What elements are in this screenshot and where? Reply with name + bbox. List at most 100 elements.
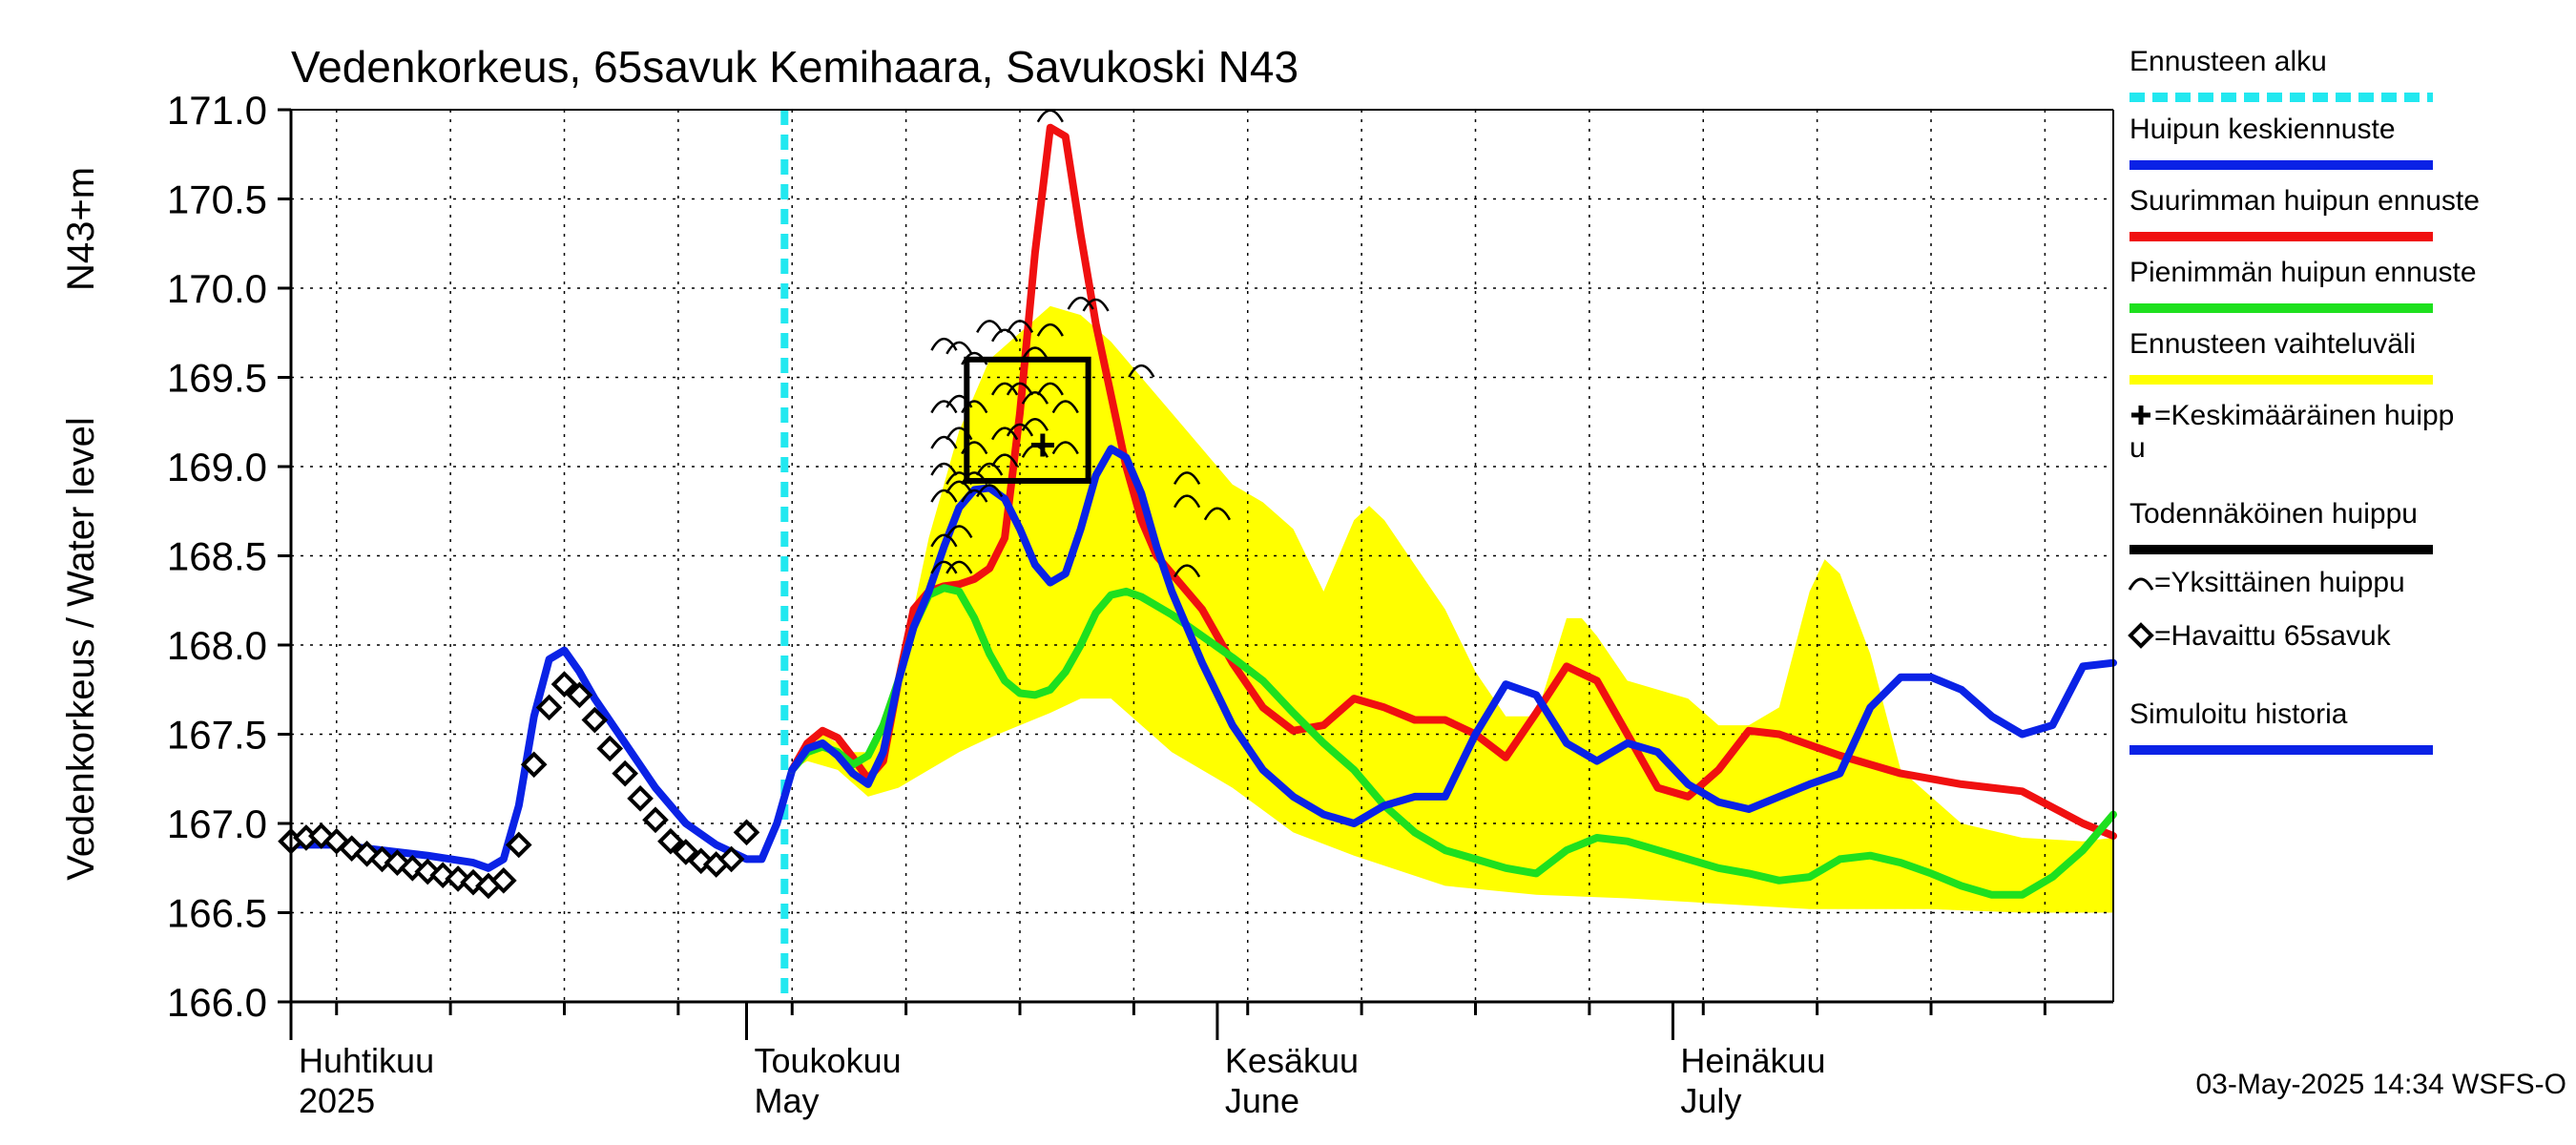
legend-entry-min_peak: Pienimmän huipun ennuste [2129, 257, 2477, 313]
observed-point [490, 867, 517, 894]
single-peak-marker [1036, 382, 1064, 396]
single-peak-marker [961, 400, 988, 414]
legend-entry-mean_peak: Huipun keskiennuste [2129, 114, 2433, 170]
legend: Ennusteen alku Huipun keskiennuste Suurimm… [2128, 46, 2480, 755]
legend-entry-likely_peak: Todennäköinen huippu [2129, 498, 2433, 554]
single-peak-marker [1021, 418, 1049, 431]
y-tick-label: 166.0 [167, 980, 267, 1025]
single-peak-marker [945, 471, 973, 485]
legend-label: Todennäköinen huippu [2129, 498, 2418, 530]
single-peak-marker [930, 489, 958, 503]
single-peak-marker [976, 320, 1004, 334]
single-peak-marker [1203, 507, 1232, 521]
single-peak-marker [945, 341, 973, 355]
single-peak-marker [945, 525, 973, 539]
observed-point [673, 839, 699, 865]
single-peak-marker [1128, 364, 1155, 378]
chart-text: Vedenkorkeus, 65savuk Kemihaara, Savukos… [60, 42, 2566, 1120]
observed-point [733, 819, 760, 846]
x-month-label-fi: Heinäkuu [1680, 1041, 1825, 1080]
legend-label: Simuloitu historia [2129, 698, 2348, 730]
observed-point [596, 735, 624, 762]
single-peak-marker [930, 533, 958, 548]
observed-point [535, 694, 563, 721]
likely-peak-box [964, 356, 1091, 484]
legend-arc-icon [2128, 577, 2154, 591]
chart-title: Vedenkorkeus, 65savuk Kemihaara, Savukos… [291, 42, 1298, 92]
legend-entry-mean_peak_marker: =Keskimääräinen huipp u [2129, 400, 2454, 464]
series-line-mean_peak [788, 445, 2117, 827]
range-band-area [792, 305, 2113, 913]
observed-point [429, 862, 456, 889]
single-peak-marker [1173, 494, 1201, 509]
single-peak-marker [961, 489, 988, 503]
legend-entry-observed: =Havaittu 65savuk [2128, 620, 2392, 652]
legend-label: =Keskimääräinen huipp [2154, 400, 2454, 431]
observed-point [581, 706, 609, 734]
single-peak-marker [1173, 564, 1201, 578]
legend-label: Huipun keskiennuste [2129, 114, 2396, 145]
y-axis-unit-label: N43+m [60, 167, 102, 291]
single-peak-marker [961, 471, 988, 485]
observed-point [505, 831, 532, 859]
x-month-label-en: July [1680, 1081, 1741, 1120]
forecast-range-band [792, 305, 2113, 913]
legend-entry-single_peak: =Yksittäinen huippu [2128, 567, 2405, 598]
legend-label: =Havaittu 65savuk [2154, 620, 2392, 652]
single-peak-marker [976, 462, 1004, 476]
single-peak-marker [961, 351, 988, 365]
y-tick-label: 167.0 [167, 802, 267, 846]
single-peak-marker [1021, 390, 1049, 405]
legend-label: Ennusteen vaihteluväli [2129, 328, 2416, 360]
single-peak-marker [990, 427, 1019, 441]
peak-markers [930, 109, 1232, 578]
single-peak-marker [1051, 441, 1079, 455]
single-peak-marker [930, 400, 958, 414]
observed-point [384, 849, 411, 876]
y-tick-label: 170.5 [167, 177, 267, 222]
single-peak-marker [930, 435, 958, 449]
timestamp-footer: 03-May-2025 14:34 WSFS-O [2196, 1069, 2567, 1100]
single-peak-marker [1082, 298, 1110, 312]
observed-point [642, 806, 669, 834]
x-month-label-fi: Kesäkuu [1225, 1041, 1359, 1080]
legend-entry-forecast_start: Ennusteen alku [2129, 46, 2433, 102]
single-peak-marker [930, 462, 958, 476]
single-peak-marker [961, 441, 988, 455]
legend-entry-range: Ennusteen vaihteluväli [2129, 328, 2433, 385]
single-peak-marker [990, 453, 1019, 468]
single-peak-marker [930, 560, 958, 574]
y-tick-label: 167.5 [167, 713, 267, 758]
observed-point [657, 827, 684, 855]
y-tick-label: 168.0 [167, 623, 267, 668]
y-tick-label: 169.0 [167, 445, 267, 489]
observed-point [338, 835, 365, 863]
single-peak-marker [945, 427, 973, 441]
single-peak-marker [976, 484, 1004, 498]
single-peak-marker [1051, 400, 1079, 414]
x-month-label-en: May [755, 1081, 820, 1120]
x-month-label-en: June [1225, 1081, 1299, 1120]
legend-label: Suurimman huipun ennuste [2129, 185, 2480, 217]
single-peak-marker [1036, 323, 1064, 337]
single-peak-marker [1173, 471, 1201, 485]
single-peak-marker [1067, 296, 1094, 310]
observed-point [566, 681, 593, 709]
legend-label: Ennusteen alku [2129, 46, 2327, 77]
observed-point [717, 845, 745, 873]
x-month-label-fi: Huhtikuu [299, 1041, 434, 1080]
legend-diamond-icon [2128, 622, 2154, 649]
y-tick-label: 169.5 [167, 356, 267, 401]
single-peak-marker [930, 337, 958, 351]
single-peak-marker [1036, 109, 1064, 123]
observed-points [278, 671, 760, 900]
observed-point [627, 784, 654, 812]
single-peak-marker [1021, 346, 1049, 361]
single-peak-marker [945, 480, 973, 494]
single-peak-marker [1006, 382, 1034, 396]
x-month-label-fi: Toukokuu [755, 1041, 902, 1080]
single-peak-marker [1006, 423, 1034, 437]
y-tick-label: 166.5 [167, 891, 267, 936]
legend-label: Pienimmän huipun ennuste [2129, 257, 2477, 288]
